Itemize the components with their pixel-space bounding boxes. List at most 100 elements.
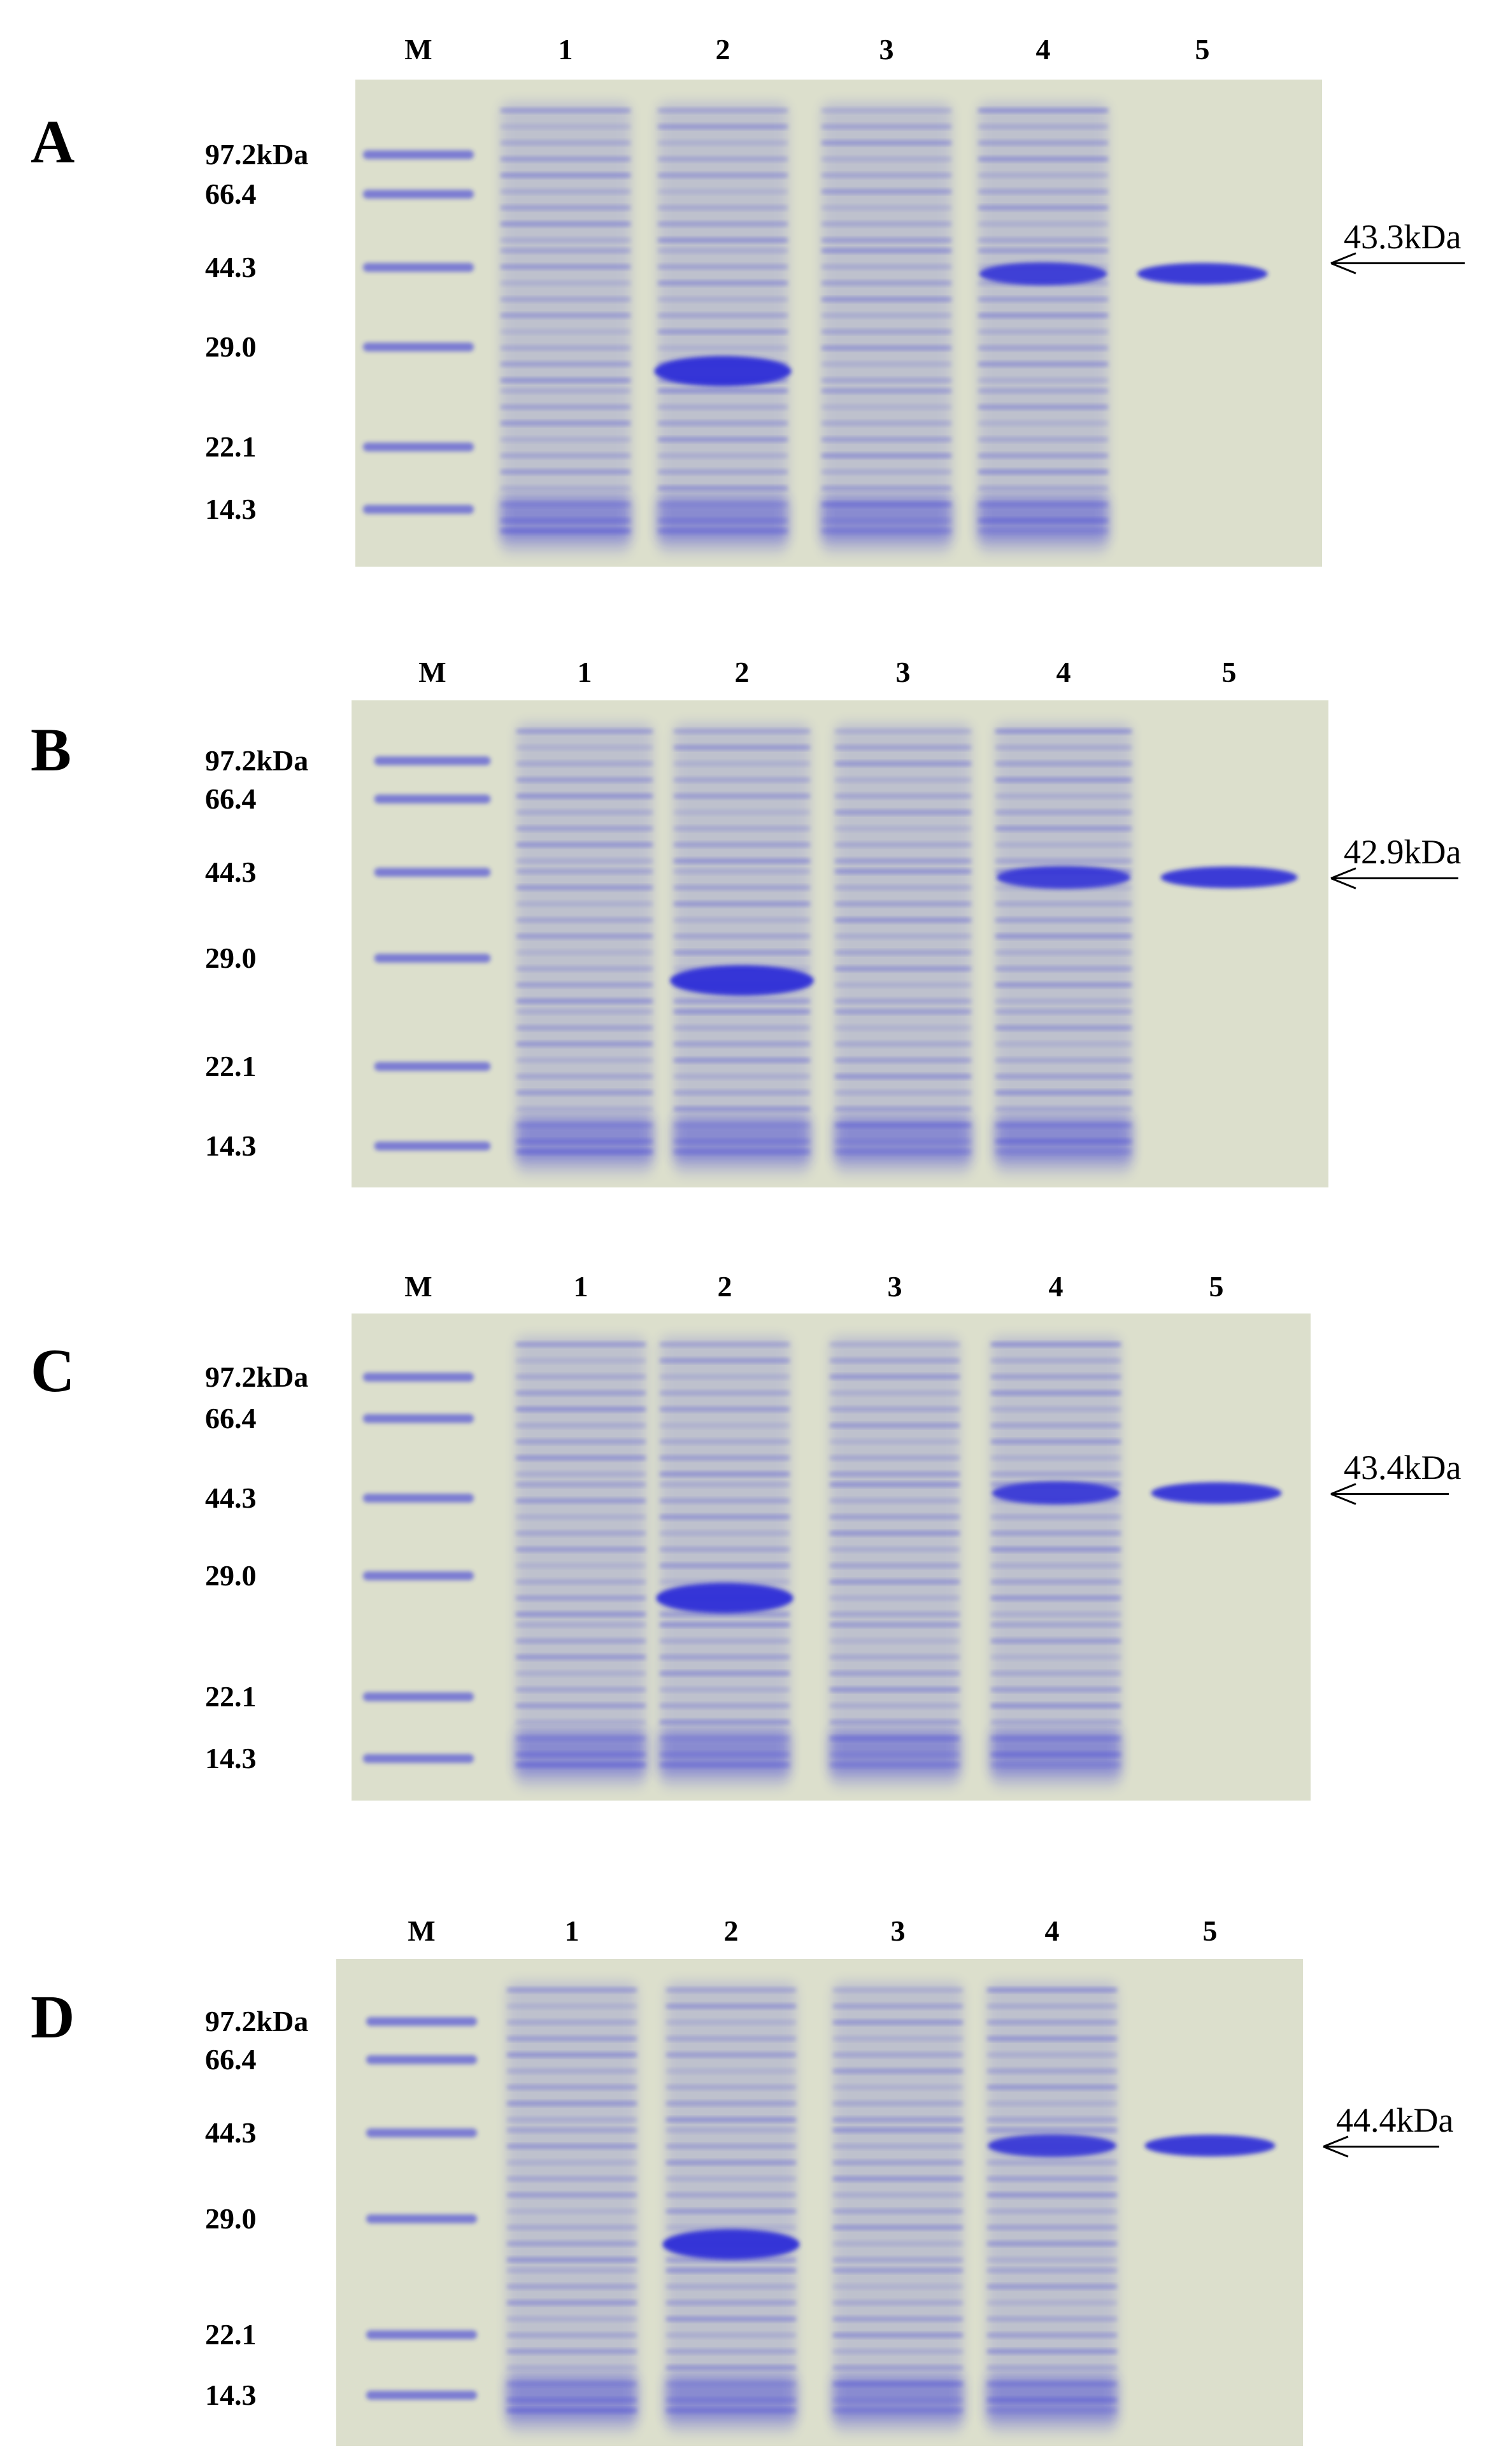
lysate-band	[829, 1655, 960, 1660]
lysate-band	[829, 1622, 960, 1627]
lysate-band	[673, 1009, 811, 1014]
lysate-band	[506, 2160, 637, 2165]
marker-band	[362, 343, 474, 351]
lysate-band	[659, 1547, 790, 1552]
lysate-band	[995, 826, 1132, 831]
lysate-band	[978, 469, 1109, 474]
lysate-band	[995, 1090, 1132, 1095]
low-mw-region	[657, 497, 788, 541]
lysate-band	[657, 222, 788, 227]
marker-label: 66.4	[205, 1402, 257, 1434]
protein-size-label: 42.9kDa	[1344, 833, 1462, 871]
lysate-band	[659, 1455, 790, 1461]
lysate-band	[829, 1391, 960, 1396]
lysate-band	[990, 1622, 1121, 1627]
lane-label-1: 1	[577, 656, 592, 688]
lane-label-4: 4	[1035, 33, 1051, 66]
lysate-band	[990, 1579, 1121, 1584]
lysate-band	[659, 1482, 790, 1487]
lysate-band	[834, 842, 972, 847]
lysate-band	[516, 1107, 653, 1112]
marker-label: 14.3	[205, 1742, 257, 1774]
lysate-band	[516, 793, 653, 798]
lysate-band	[821, 469, 952, 474]
lysate-band	[500, 281, 631, 286]
lysate-band	[673, 858, 811, 863]
lane-label-5: 5	[1195, 33, 1210, 66]
lysate-band	[657, 264, 788, 269]
lysate-band	[978, 157, 1109, 162]
lysate-band	[834, 729, 972, 733]
lysate-band	[665, 2316, 797, 2321]
lysate-band	[665, 2117, 797, 2122]
lysate-band	[657, 237, 788, 243]
lysate-band	[659, 1406, 790, 1412]
marker-band	[362, 190, 474, 199]
lysate-band	[832, 2241, 964, 2246]
lysate-band	[834, 982, 972, 988]
lysate-band	[665, 2085, 797, 2090]
lysate-band	[829, 1455, 960, 1461]
lysate-band	[657, 124, 788, 129]
lysate-band	[657, 297, 788, 302]
lysate-band	[832, 2101, 964, 2106]
lysate-band	[990, 1374, 1121, 1379]
lysate-band	[673, 885, 811, 890]
lysate-band	[673, 842, 811, 847]
marker-band	[366, 2391, 478, 2400]
lysate-band	[515, 1482, 646, 1487]
lysate-band	[506, 1988, 637, 1992]
lysate-band	[995, 982, 1132, 988]
lysate-band	[834, 1074, 972, 1079]
lysate-band	[834, 858, 972, 863]
lysate-band	[657, 453, 788, 458]
marker-band	[374, 795, 491, 804]
lysate-band	[978, 173, 1109, 178]
lysate-band	[821, 388, 952, 393]
arrow-icon	[1331, 877, 1458, 879]
low-mw-region	[990, 1731, 1121, 1775]
panel-letter: B	[31, 716, 72, 784]
marker-band	[362, 505, 474, 514]
lysate-band	[673, 1058, 811, 1063]
low-mw-region	[832, 2376, 964, 2421]
lysate-band	[516, 1090, 653, 1095]
lysate-band	[986, 2128, 1118, 2133]
lysate-band	[829, 1687, 960, 1692]
lysate-band	[829, 1498, 960, 1503]
lysate-band	[516, 998, 653, 1003]
lysate-band	[832, 2052, 964, 2057]
lysate-band	[673, 761, 811, 766]
lysate-band	[995, 729, 1132, 733]
lysate-band	[832, 2020, 964, 2025]
lysate-band	[995, 1009, 1132, 1014]
lysate-band	[500, 378, 631, 383]
marker-label: 22.1	[205, 2318, 257, 2351]
lysate-band	[673, 826, 811, 831]
lysate-band	[506, 2257, 637, 2262]
lysate-band	[657, 404, 788, 409]
marker-label: 22.1	[205, 1050, 257, 1082]
marker-band	[362, 1494, 474, 1503]
lysate-band	[990, 1563, 1121, 1568]
protein-size-label: 43.4kDa	[1344, 1448, 1462, 1487]
lysate-band	[821, 297, 952, 302]
lysate-band	[990, 1611, 1121, 1617]
lysate-band	[978, 297, 1109, 302]
lysate-band	[986, 2176, 1118, 2181]
lysate-band	[665, 2020, 797, 2025]
lysate-band	[978, 421, 1109, 426]
lysate-band	[832, 2284, 964, 2289]
lysate-band	[673, 902, 811, 907]
lysate-band	[834, 1042, 972, 1047]
lysate-band	[657, 281, 788, 286]
lysate-band	[657, 388, 788, 393]
marker-band	[362, 1414, 474, 1423]
lysate-band	[515, 1439, 646, 1444]
marker-band	[366, 2055, 478, 2064]
lysate-band	[821, 404, 952, 409]
lysate-band	[515, 1703, 646, 1708]
lysate-band	[832, 2193, 964, 2198]
lysate-band	[516, 1074, 653, 1079]
lysate-band	[832, 2209, 964, 2214]
